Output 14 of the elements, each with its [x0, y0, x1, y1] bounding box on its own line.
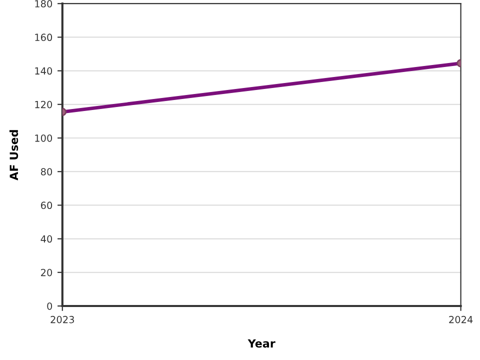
x-tick-label: 2023	[50, 316, 74, 324]
x-axis-title: Year	[248, 339, 276, 348]
y-tick-label: 100	[35, 134, 52, 142]
y-tick-label: 60	[40, 202, 52, 210]
y-tick-label: 180	[35, 0, 52, 8]
y-axis-title: AF Used	[9, 130, 18, 180]
y-tick-label: 120	[35, 100, 52, 108]
y-tick-label: 140	[35, 67, 52, 75]
y-tick-label: 20	[41, 268, 52, 276]
y-tick-label: 160	[35, 34, 52, 42]
y-tick-label: 80	[40, 168, 52, 176]
y-tick-label: 0	[47, 302, 52, 310]
y-tick-label: 40	[40, 235, 52, 243]
x-tick-label: 2024	[449, 316, 473, 324]
